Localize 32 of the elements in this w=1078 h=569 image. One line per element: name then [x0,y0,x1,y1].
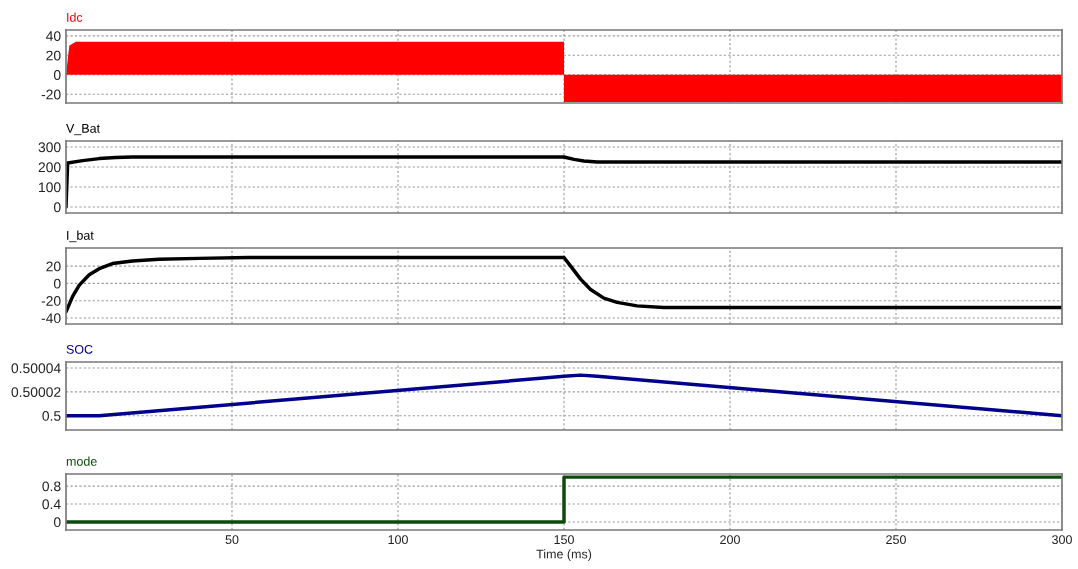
y-tick-label: 0 [53,517,61,528]
line-series [66,255,1062,314]
x-axis-title: Time (ms) [536,549,592,561]
y-tick-label: 0 [53,70,61,80]
y-tick-label: 0.50004 [11,363,61,374]
y-tick-label: 0 [53,202,61,213]
x-tick-label: 150 [554,535,574,545]
x-tick-label: 50 [225,535,239,545]
y-tick-label: 200 [38,162,61,173]
chart-title: mode [66,456,97,466]
chart-title: Idc [67,12,83,22]
y-tick-label: 300 [38,142,61,153]
y-tick-label: 0 [53,278,61,289]
x-tick-label: 250 [886,535,906,545]
y-tick-label: 40 [46,31,61,42]
line-series [66,155,1062,209]
chart-title: I_bat [67,230,94,243]
y-tick-label: 100 [39,182,61,193]
y-tick-label: 0.8 [42,481,61,492]
y-tick-label: 0.5 [42,411,61,421]
y-tick-label: 0.50002 [11,387,61,397]
y-tick-label: 20 [46,50,61,61]
chart-title: V_Bat [66,124,100,136]
y-tick-label: 20 [46,261,61,272]
x-tick-label: 300 [1052,535,1072,545]
y-tick-label: -40 [41,313,61,324]
y-tick-label: 0.4 [42,499,61,510]
x-tick-label: 100 [388,535,408,545]
y-tick-label: -20 [41,89,61,100]
chart-title: SOC [66,344,93,354]
x-tick-label: 200 [720,535,740,545]
y-tick-label: -20 [41,296,61,306]
